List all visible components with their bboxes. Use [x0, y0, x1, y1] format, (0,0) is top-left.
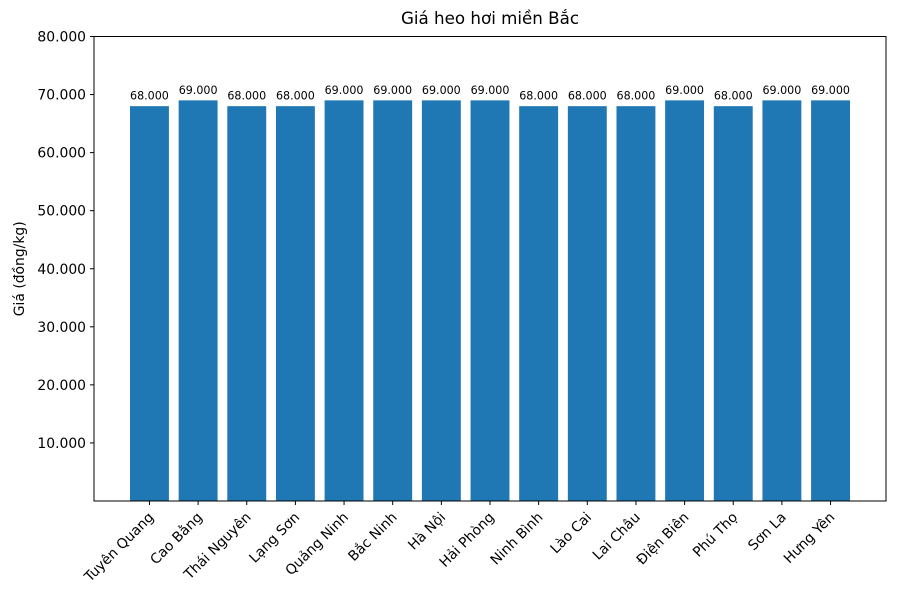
bar-value-label: 68.000 — [130, 90, 169, 103]
x-tick-label: Phú Thọ — [690, 510, 741, 561]
bar — [324, 100, 364, 502]
x-tick-label: Hà Nội — [405, 510, 449, 554]
bar — [616, 106, 656, 502]
bar-value-label: 69.000 — [325, 84, 364, 97]
chart-title: Giá heo hơi miền Bắc — [401, 8, 579, 28]
bar-value-label: 68.000 — [519, 90, 558, 103]
y-tick-label: 10.000 — [37, 436, 86, 452]
x-tick-label: Hưng Yên — [781, 510, 838, 567]
bar-value-label: 69.000 — [665, 84, 704, 97]
bar — [811, 100, 850, 502]
bar-value-label: 68.000 — [617, 90, 656, 103]
x-tick-label: Ninh Bình — [488, 510, 547, 569]
bar — [713, 106, 753, 502]
bar — [275, 106, 315, 502]
y-tick-label: 40.000 — [37, 262, 86, 278]
bar — [130, 106, 169, 502]
y-tick-label: 60.000 — [37, 146, 86, 162]
x-tick-label: Điện Biên — [634, 510, 693, 569]
bar-value-label: 69.000 — [471, 84, 510, 97]
y-tick-label: 70.000 — [37, 88, 86, 104]
x-tick-label: Tuyên Quang — [81, 510, 157, 586]
bar — [665, 100, 705, 502]
y-tick-label: 80.000 — [37, 30, 86, 46]
y-axis-label: Giá (đồng/kg) — [11, 221, 28, 316]
bar — [470, 100, 510, 502]
bar-value-label: 69.000 — [373, 84, 412, 97]
bar-value-label: 68.000 — [276, 90, 315, 103]
y-tick-label: 20.000 — [37, 378, 86, 394]
bar-value-label: 68.000 — [227, 90, 266, 103]
bar-value-label: 69.000 — [422, 84, 461, 97]
bar-value-label: 69.000 — [811, 84, 850, 97]
x-tick-label: Lào Cai — [548, 510, 596, 558]
y-tick-label: 50.000 — [37, 204, 86, 220]
bar-value-label: 69.000 — [762, 84, 801, 97]
x-tick-label: Sơn La — [745, 510, 789, 554]
bar — [373, 100, 413, 502]
bar-value-label: 69.000 — [179, 84, 218, 97]
bar-value-label: 68.000 — [568, 90, 607, 103]
y-tick-label: 30.000 — [37, 320, 86, 336]
bar — [567, 106, 607, 502]
bar — [519, 106, 559, 502]
bar — [421, 100, 461, 502]
bar — [762, 100, 802, 502]
bar — [227, 106, 267, 502]
x-tick-label: Bắc Ninh — [345, 509, 401, 565]
bar — [178, 100, 218, 502]
bar-value-label: 68.000 — [714, 90, 753, 103]
plot-border — [93, 36, 887, 502]
